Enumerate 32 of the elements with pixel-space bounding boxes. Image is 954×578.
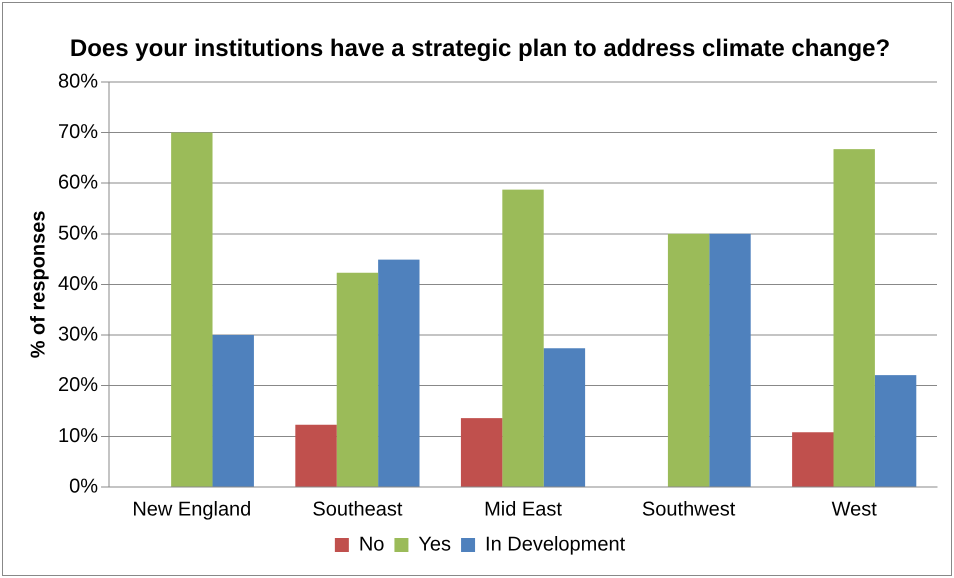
bar — [295, 424, 337, 486]
bar — [709, 234, 751, 486]
x-tick-label: Southeast — [312, 498, 403, 521]
bar — [378, 260, 420, 486]
bar — [544, 348, 586, 486]
legend-label: In Development — [485, 534, 626, 556]
bar — [460, 418, 502, 486]
bar — [874, 375, 916, 486]
bar — [502, 190, 544, 486]
y-tick-label: 30% — [58, 324, 98, 346]
legend-label: Yes — [418, 534, 452, 556]
x-tick-label: West — [832, 498, 878, 521]
bar — [792, 432, 834, 486]
y-tick-label: 20% — [58, 374, 98, 396]
y-tick-label: 70% — [58, 120, 98, 143]
bar — [834, 149, 875, 486]
bar — [336, 272, 378, 486]
bar — [668, 234, 710, 486]
x-tick-label: Mid East — [484, 498, 562, 521]
bar — [212, 335, 254, 486]
y-tick-label: 80% — [58, 70, 98, 92]
y-tick-label: 60% — [58, 172, 98, 194]
x-tick-label: Southwest — [642, 498, 736, 521]
y-tick-label: 50% — [58, 222, 98, 244]
x-tick-label: New England — [132, 498, 252, 521]
y-tick-label: 40% — [58, 272, 98, 295]
y-axis-title: % of responses — [28, 210, 50, 358]
legend-label: No — [358, 534, 384, 556]
y-tick-label: 10% — [58, 424, 98, 447]
chart-title: Does your institutions have a strategic plan to address climate change? — [70, 35, 890, 62]
y-tick-label: 0% — [69, 476, 98, 498]
bar — [171, 132, 213, 486]
